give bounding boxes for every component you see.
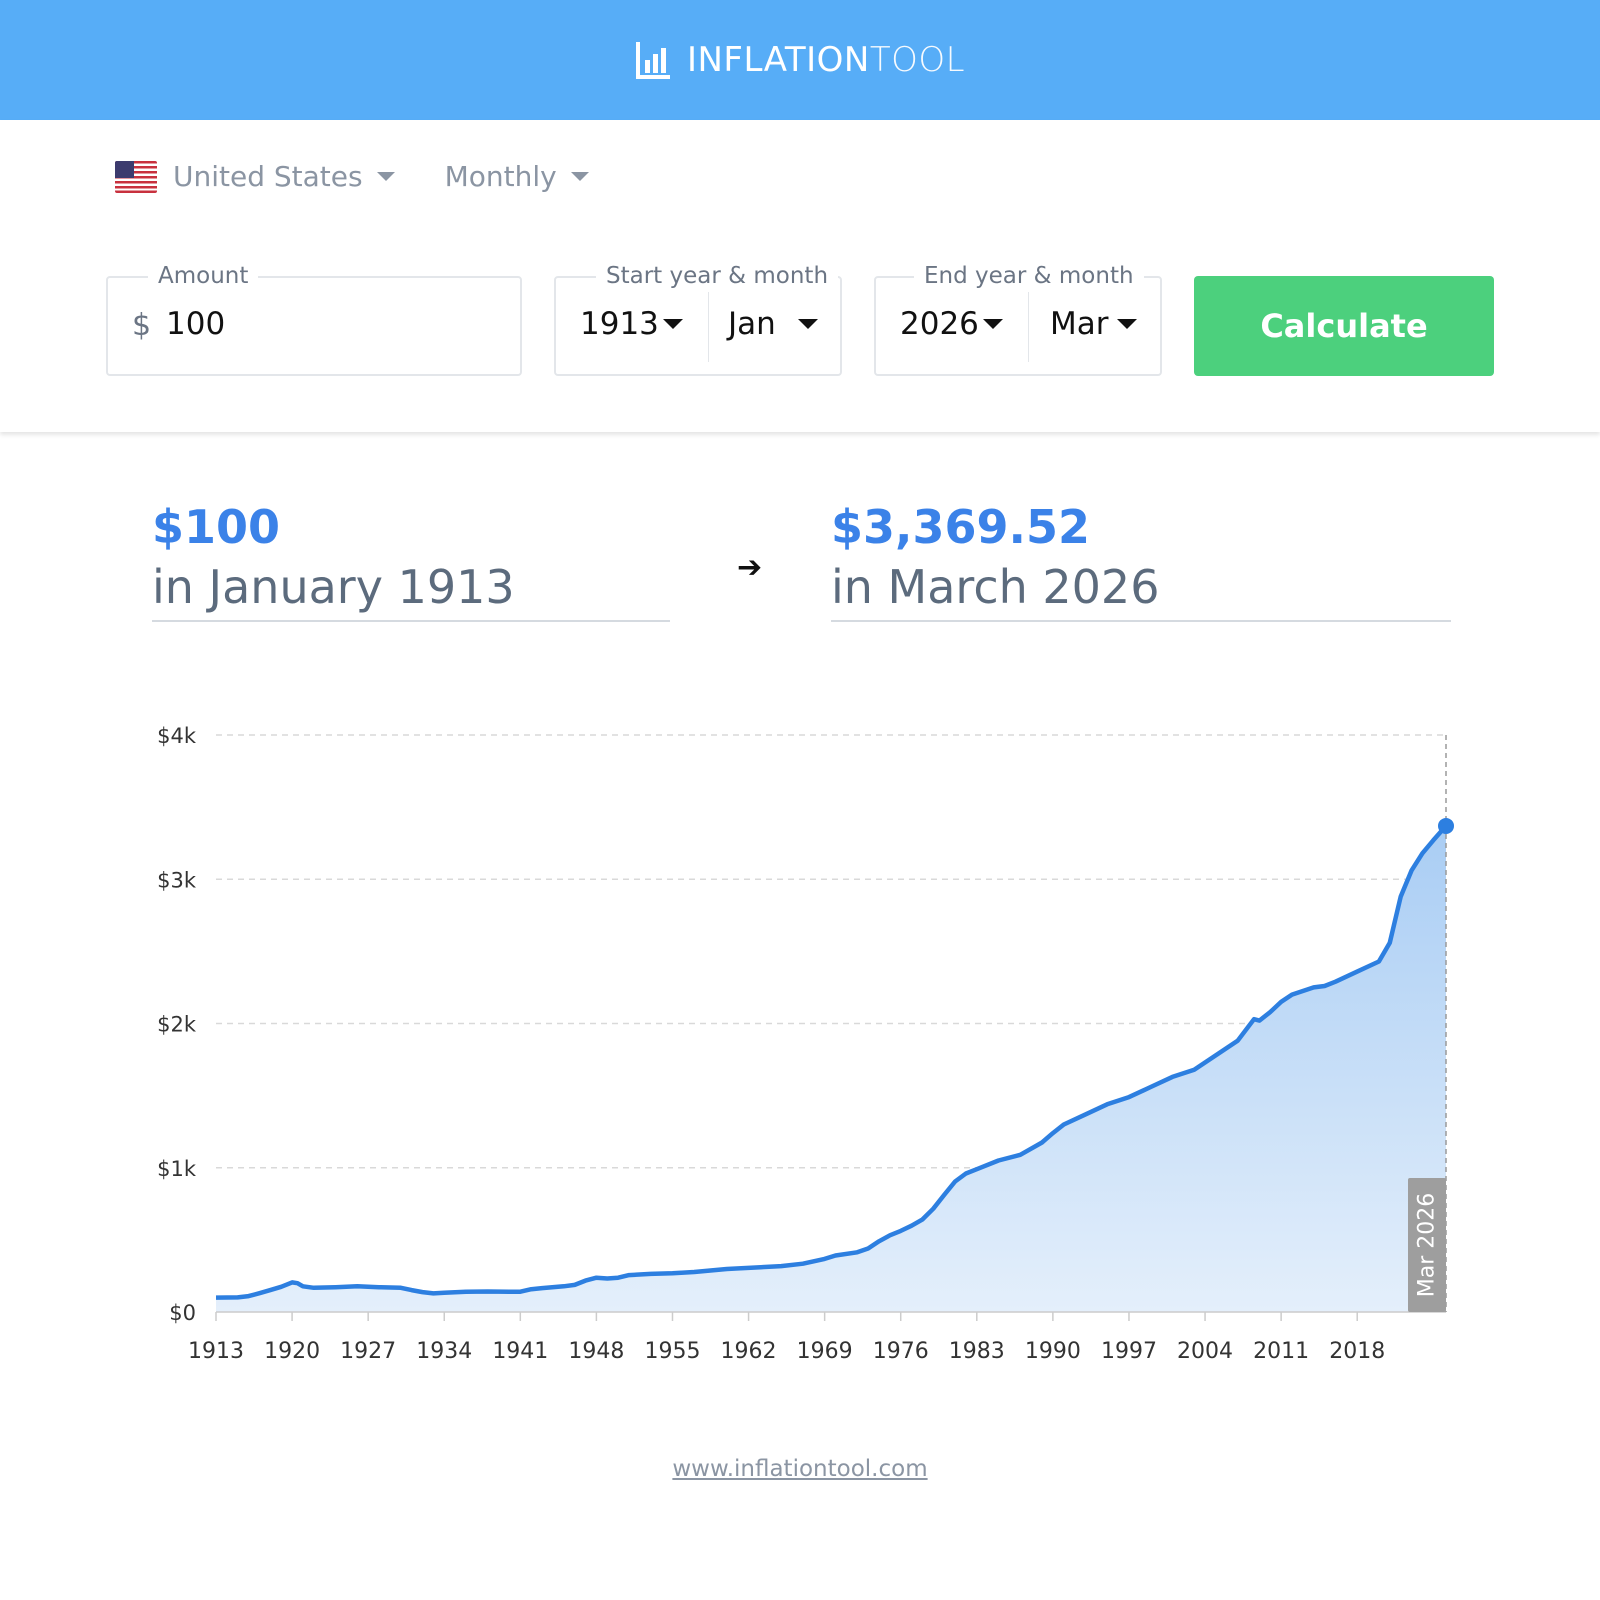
area-fill <box>216 825 1446 1312</box>
frequency-select[interactable]: Monthly <box>445 160 589 193</box>
start-month-select[interactable]: Jan <box>728 306 818 342</box>
bar-chart-icon <box>635 42 670 79</box>
logo-text: INFLATIONTOOL <box>686 40 966 80</box>
x-tick-label: 2018 <box>1329 1339 1385 1364</box>
x-tick-label: 1927 <box>340 1339 396 1364</box>
x-tick-label: 1969 <box>797 1339 853 1364</box>
result-from: $100 in January 1913 <box>152 500 670 622</box>
end-date-label: End year & month <box>914 262 1144 290</box>
amount-field: Amount $ <box>106 262 522 376</box>
x-tick-label: 1962 <box>721 1339 777 1364</box>
marker-label: Mar 2026 <box>1415 1193 1440 1298</box>
us-flag-icon <box>115 160 157 193</box>
end-date-field: End year & month 2026 Mar <box>874 262 1162 376</box>
start-month-value: Jan <box>728 306 776 342</box>
amount-input[interactable] <box>166 306 466 342</box>
x-tick-label: 1990 <box>1025 1339 1081 1364</box>
frequency-label: Monthly <box>444 160 557 193</box>
x-tick-label: 1913 <box>188 1339 244 1364</box>
calculate-button[interactable]: Calculate <box>1194 276 1494 376</box>
underline <box>831 620 1451 622</box>
site-header: INFLATIONTOOL <box>0 0 1600 120</box>
x-tick-label: 1997 <box>1101 1339 1157 1364</box>
y-tick-label: $1k <box>157 1157 197 1181</box>
from-date: in January 1913 <box>152 560 515 614</box>
inflation-chart[interactable]: $0 $1k $2k $3k $4k 1913 1920 1927 1934 1941 1948 19… <box>0 700 1600 1380</box>
arrow-right-icon: ➔ <box>737 550 763 585</box>
chevron-down-icon <box>376 172 395 181</box>
x-tick-label: 1955 <box>644 1339 700 1364</box>
y-tick-label: $2k <box>157 1013 197 1037</box>
end-year-select[interactable]: 2026 <box>900 306 1003 342</box>
start-date-field: Start year & month 1913 Jan <box>554 262 842 376</box>
x-tick-label: 1948 <box>568 1339 624 1364</box>
start-year-value: 1913 <box>580 306 659 342</box>
currency-symbol: $ <box>132 308 152 343</box>
field-divider <box>1028 292 1029 362</box>
amount-label: Amount <box>148 262 259 290</box>
calculator-form: United States Monthly Amount $ Start yea… <box>0 120 1600 432</box>
to-date: in March 2026 <box>831 560 1160 614</box>
field-divider <box>708 292 709 362</box>
x-tick-label: 1941 <box>492 1339 548 1364</box>
logo[interactable]: INFLATIONTOOL <box>635 40 965 80</box>
to-amount: $3,369.52 <box>831 500 1090 554</box>
y-tick-label: $3k <box>157 868 197 892</box>
x-tick-label: 2011 <box>1253 1339 1309 1364</box>
x-tick-label: 1920 <box>264 1339 320 1364</box>
x-tick-label: 1976 <box>873 1339 929 1364</box>
chevron-down-icon <box>570 172 589 181</box>
x-tick-label: 1934 <box>416 1339 472 1364</box>
series-line <box>215 824 1448 1300</box>
chevron-down-icon <box>982 319 1003 329</box>
result-to: $3,369.52 in March 2026 <box>831 500 1451 622</box>
y-tick-label: $4k <box>157 724 197 748</box>
end-month-select[interactable]: Mar <box>1050 306 1137 342</box>
x-tick-label: 1983 <box>949 1339 1005 1364</box>
chevron-down-icon <box>1116 319 1137 329</box>
start-year-select[interactable]: 1913 <box>580 306 683 342</box>
underline <box>152 620 670 622</box>
marker-label-box <box>1408 1178 1446 1312</box>
country-label: United States <box>173 160 363 193</box>
footer-link[interactable]: www.inflationtool.com <box>672 1456 928 1482</box>
end-year-value: 2026 <box>900 306 979 342</box>
y-tick-label: $0 <box>169 1301 196 1325</box>
end-month-value: Mar <box>1050 306 1109 342</box>
data-point-current[interactable] <box>1438 817 1454 834</box>
start-date-label: Start year & month <box>596 262 839 290</box>
chevron-down-icon <box>662 319 683 329</box>
from-amount: $100 <box>152 500 281 554</box>
chevron-down-icon <box>797 319 818 329</box>
country-select[interactable]: United States <box>115 160 395 193</box>
x-tick-label: 2004 <box>1177 1339 1233 1364</box>
